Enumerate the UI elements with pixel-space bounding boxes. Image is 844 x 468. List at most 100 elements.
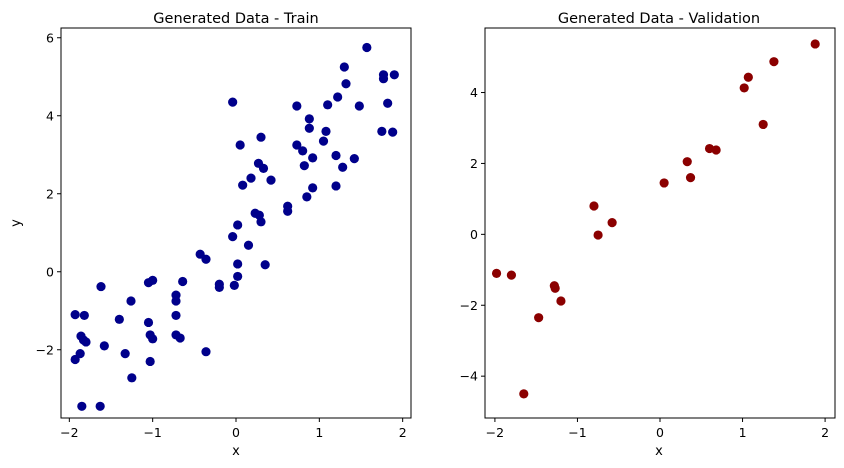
train-data-point [260, 260, 270, 270]
train-data-point [339, 62, 349, 72]
train-data-point [383, 98, 393, 108]
train-data-point [323, 100, 333, 110]
train-data-point [308, 153, 318, 163]
train-data-point [362, 42, 372, 53]
train-data-point [389, 70, 399, 80]
train-data-point [304, 123, 314, 133]
train-chart-title: Generated Data - Train [153, 11, 318, 27]
train-data-point [377, 126, 387, 136]
train-data-point [228, 97, 238, 107]
train-x-tick-label: −2 [60, 425, 78, 440]
train-data-point [233, 271, 243, 282]
validation-data-point [685, 173, 696, 183]
train-data-point [266, 175, 276, 185]
validation-y-tick-label: −2 [460, 298, 478, 313]
train-data-point [148, 334, 158, 344]
train-data-point [292, 140, 302, 150]
validation-x-tick-label: −2 [486, 425, 504, 440]
train-data-point [256, 132, 266, 142]
train-y-tick-label: −2 [36, 342, 54, 357]
validation-data-point [607, 218, 617, 228]
validation-data-point [519, 389, 529, 399]
validation-chart-title: Generated Data - Validation [558, 11, 760, 27]
train-x-tick-label: −1 [143, 425, 161, 440]
validation-y-tick-label: −4 [460, 369, 478, 384]
train-data-point [246, 173, 256, 183]
train-data-point [302, 192, 312, 202]
train-y-tick-label: 0 [46, 264, 54, 279]
validation-data-point [506, 270, 517, 280]
validation-x-tick-label: 1 [739, 425, 747, 440]
train-data-point [299, 161, 309, 171]
train-y-tick-label: 2 [46, 186, 54, 201]
validation-data-point [556, 296, 566, 306]
train-data-point [238, 180, 248, 190]
train-data-point [308, 183, 318, 193]
validation-y-tick-label: 2 [470, 156, 478, 171]
train-data-point [96, 281, 106, 292]
train-data-point [378, 74, 389, 84]
train-data-point [354, 101, 364, 111]
train-data-point [79, 310, 89, 321]
train-data-point [228, 232, 238, 242]
validation-y-tick-label: 4 [470, 85, 478, 100]
train-data-point [171, 296, 181, 306]
train-x-axis-label: x [232, 444, 240, 459]
train-points [70, 42, 399, 411]
validation-x-axis-label: x [655, 444, 663, 459]
validation-data-point [659, 178, 669, 188]
train-data-point [318, 136, 329, 146]
train-data-point [81, 337, 91, 347]
train-data-point [114, 314, 124, 324]
validation-data-point [711, 145, 721, 155]
train-data-point [75, 349, 85, 359]
train-data-point [214, 282, 224, 292]
validation-data-point [550, 283, 560, 293]
train-data-point [148, 275, 158, 285]
train-data-point [283, 206, 293, 216]
validation-ticks: −2 −1 0 1 2 −4 −2 0 2 4 [460, 85, 830, 440]
train-data-point [321, 126, 331, 136]
train-data-point [349, 154, 359, 164]
train-data-point [233, 259, 243, 269]
train-y-tick-label: 4 [46, 108, 54, 123]
validation-data-point [769, 57, 779, 67]
train-data-point [298, 146, 308, 156]
train-data-point [256, 217, 266, 227]
train-data-point [120, 349, 130, 359]
validation-data-point [593, 230, 603, 240]
train-data-point [304, 114, 314, 124]
train-data-point [95, 401, 105, 411]
train-data-point [70, 310, 80, 320]
validation-data-point [758, 119, 768, 130]
train-y-tick-label: 6 [46, 30, 54, 45]
validation-y-tick-label: 0 [470, 227, 478, 242]
validation-x-tick-label: −1 [568, 425, 586, 440]
train-data-point [99, 341, 109, 351]
train-scatter-panel: Generated Data - Train −2 −1 0 1 2 −2 0 2 4 6 x y [9, 11, 412, 459]
train-data-point [341, 79, 351, 89]
train-data-point [201, 254, 211, 264]
validation-data-point [743, 72, 753, 82]
train-data-point [243, 240, 254, 250]
validation-points [491, 39, 820, 399]
train-data-point [331, 150, 341, 161]
train-data-point [331, 181, 341, 191]
train-data-point [333, 92, 343, 102]
validation-scatter-panel: Generated Data - Validation −2 −1 0 1 2 −4 −2 0… [460, 11, 836, 459]
train-data-point [143, 317, 154, 328]
validation-plot-area [484, 27, 836, 419]
train-ticks: −2 −1 0 1 2 −2 0 2 4 6 [36, 30, 407, 440]
validation-data-point [682, 157, 692, 167]
train-data-point [175, 333, 185, 343]
validation-data-point [739, 83, 749, 93]
train-data-point [233, 220, 243, 230]
validation-x-tick-label: 0 [656, 425, 664, 440]
train-data-point [201, 347, 211, 357]
train-data-point [258, 163, 269, 173]
train-data-point [388, 127, 398, 137]
train-data-point [126, 296, 136, 306]
train-data-point [77, 401, 87, 411]
validation-data-point [810, 39, 820, 49]
